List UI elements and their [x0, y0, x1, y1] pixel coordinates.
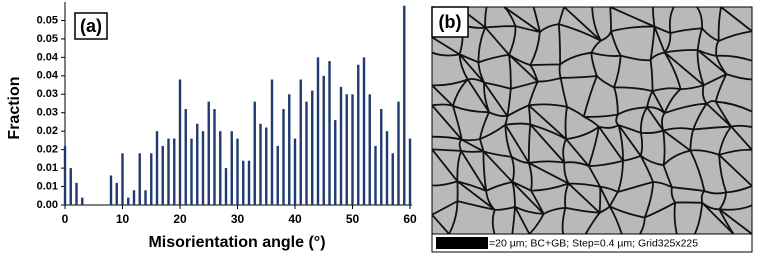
bar — [63, 145, 67, 205]
bar — [339, 86, 343, 205]
bar — [385, 131, 389, 205]
y-tick-label: 0.03 — [37, 88, 58, 100]
bar — [288, 94, 291, 205]
bar — [253, 101, 256, 205]
bar — [408, 138, 412, 205]
bar — [311, 90, 314, 205]
y-tick-label: 0.01 — [37, 180, 58, 192]
bar — [362, 57, 366, 206]
bar — [270, 79, 274, 205]
bar — [69, 168, 72, 205]
bar — [236, 138, 239, 205]
bar — [322, 75, 325, 206]
bar — [207, 101, 210, 205]
bar — [316, 57, 320, 206]
bar — [374, 145, 377, 205]
x-tick-label: 20 — [173, 212, 187, 226]
panel-label-box — [431, 6, 469, 38]
bar — [282, 109, 285, 205]
bar — [173, 138, 176, 205]
y-axis-title: Fraction — [6, 76, 23, 139]
bar — [178, 79, 182, 205]
bar — [357, 64, 360, 205]
x-tick-label: 40 — [288, 212, 302, 226]
bar — [196, 123, 199, 205]
bar — [276, 145, 279, 205]
bar — [397, 101, 400, 205]
bar — [184, 109, 187, 205]
y-tick-label: 0.01 — [37, 162, 58, 174]
x-tick-label: 10 — [116, 212, 130, 226]
y-tick-label: 0.00 — [37, 199, 58, 211]
bar — [293, 138, 297, 205]
bar — [167, 138, 170, 205]
y-tick-label: 0.02 — [37, 144, 58, 156]
bar — [247, 160, 251, 205]
y-tick-label: 0.04 — [37, 70, 59, 82]
panel-label-box — [74, 12, 108, 40]
bar — [109, 175, 113, 205]
bar — [328, 61, 331, 205]
bar — [81, 197, 84, 205]
bar — [150, 153, 153, 205]
x-tick-label: 60 — [403, 212, 417, 226]
bar — [138, 153, 141, 205]
micrograph-panel: (b) =20 µm; BC+GB; Step=0.4 µm; Grid325x… — [431, 6, 753, 253]
y-tick-label: 0.03 — [37, 107, 58, 119]
bar — [219, 131, 222, 205]
bar — [115, 182, 118, 205]
x-tick-label: 0 — [62, 212, 69, 226]
bar — [368, 94, 371, 205]
bar — [265, 127, 268, 205]
bar — [224, 168, 228, 205]
bar — [230, 131, 233, 205]
bar — [127, 197, 130, 205]
y-tick-label: 0.05 — [37, 33, 58, 45]
bar — [201, 131, 205, 205]
bar — [345, 94, 348, 205]
scale-bar — [436, 237, 488, 249]
chart-panel: (a) Misorientation angle (°) Fraction 0.… — [6, 2, 417, 251]
panel-label: (b) — [439, 12, 462, 32]
x-axis-title: Misorientation angle (°) — [148, 234, 325, 251]
caption-strip — [431, 233, 753, 253]
bar — [299, 79, 302, 205]
bar — [351, 94, 354, 205]
bar — [144, 190, 147, 205]
y-tick-label: 0.05 — [37, 14, 58, 26]
bar — [132, 190, 136, 205]
bar — [259, 123, 262, 205]
bar — [190, 138, 193, 205]
bar — [155, 131, 159, 205]
bar — [213, 109, 216, 205]
bar — [242, 160, 245, 205]
caption: =20 µm; BC+GB; Step=0.4 µm; Grid325x225 — [489, 237, 698, 249]
bar — [403, 5, 406, 206]
y-tick-label: 0.04 — [37, 51, 59, 63]
y-tick-label: 0.02 — [37, 125, 58, 137]
bar — [380, 109, 383, 205]
bar — [391, 153, 394, 205]
bar — [75, 182, 78, 205]
bar — [121, 153, 124, 205]
bar — [161, 145, 164, 205]
panel-label: (a) — [80, 16, 102, 36]
bar — [305, 101, 308, 205]
bar — [334, 120, 337, 205]
x-tick-label: 50 — [346, 212, 360, 226]
x-tick-label: 30 — [231, 212, 245, 226]
